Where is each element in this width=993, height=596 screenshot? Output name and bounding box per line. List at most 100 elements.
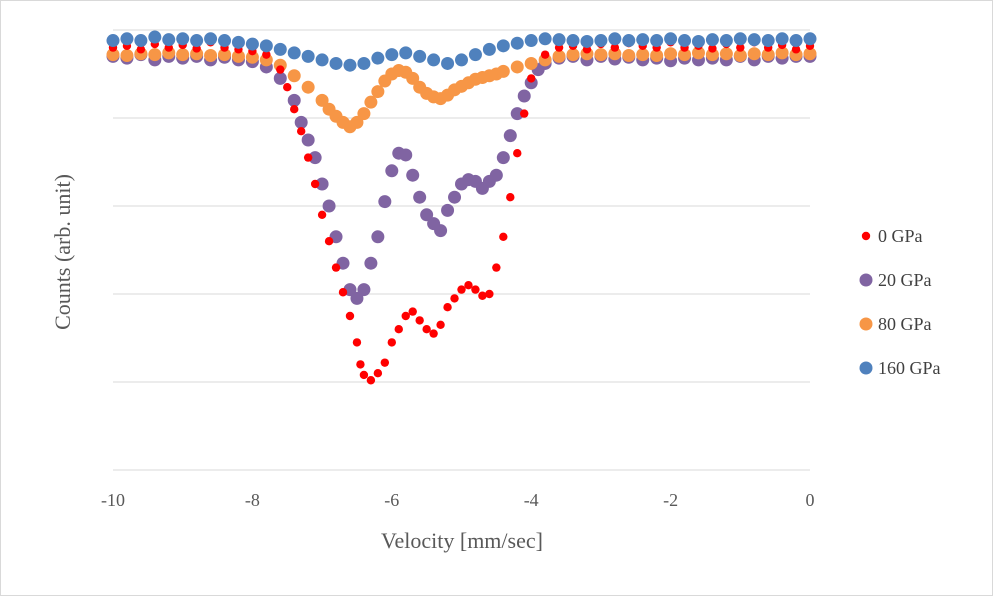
data-point bbox=[399, 46, 413, 60]
data-point bbox=[457, 285, 466, 294]
data-point bbox=[262, 50, 271, 59]
data-point bbox=[580, 34, 594, 48]
gridlines bbox=[113, 29, 810, 471]
data-point bbox=[350, 291, 364, 305]
data-point bbox=[371, 51, 385, 65]
data-point bbox=[468, 48, 482, 62]
data-point bbox=[422, 325, 431, 334]
data-point bbox=[283, 83, 292, 92]
data-point bbox=[538, 32, 552, 46]
data-point bbox=[552, 33, 566, 47]
data-point bbox=[357, 107, 371, 121]
data-point bbox=[406, 71, 420, 85]
data-point bbox=[413, 49, 427, 63]
data-point bbox=[338, 288, 348, 297]
data-point bbox=[359, 370, 369, 380]
data-point bbox=[429, 329, 438, 338]
data-point bbox=[747, 33, 761, 47]
data-point bbox=[301, 80, 315, 94]
data-point bbox=[650, 49, 664, 63]
data-point bbox=[420, 208, 434, 222]
data-point bbox=[775, 46, 789, 60]
data-point bbox=[492, 263, 501, 272]
data-point bbox=[276, 65, 285, 74]
data-point bbox=[387, 338, 396, 347]
data-point bbox=[520, 109, 529, 118]
data-point bbox=[803, 47, 817, 61]
data-point bbox=[455, 53, 468, 67]
data-point bbox=[287, 46, 301, 60]
x-axis-label: Velocity [mm/sec] bbox=[381, 528, 543, 553]
data-point bbox=[331, 263, 341, 272]
data-point bbox=[273, 42, 287, 56]
data-point bbox=[610, 43, 620, 52]
data-point bbox=[259, 39, 273, 53]
data-point bbox=[510, 36, 524, 50]
data-point bbox=[733, 49, 747, 63]
data-point bbox=[378, 195, 392, 209]
data-point bbox=[380, 358, 390, 367]
legend-label: 0 GPa bbox=[878, 226, 923, 246]
data-point bbox=[803, 32, 817, 46]
data-point bbox=[345, 311, 355, 321]
data-point bbox=[385, 48, 399, 62]
legend-marker bbox=[861, 231, 871, 241]
data-point bbox=[364, 95, 378, 109]
data-point bbox=[294, 115, 308, 129]
data-point bbox=[441, 203, 455, 217]
data-point bbox=[506, 193, 515, 202]
x-tick-label: -10 bbox=[101, 490, 125, 510]
data-point bbox=[496, 64, 510, 78]
data-point bbox=[482, 42, 496, 56]
data-point bbox=[190, 34, 204, 48]
data-point bbox=[204, 32, 218, 46]
data-point bbox=[608, 32, 622, 46]
data-point bbox=[413, 190, 427, 204]
data-point bbox=[245, 37, 259, 51]
data-point bbox=[513, 149, 522, 158]
data-point bbox=[691, 46, 705, 60]
legend-marker bbox=[859, 273, 873, 287]
data-point bbox=[503, 129, 517, 143]
data-point bbox=[705, 48, 719, 62]
data-point bbox=[148, 48, 162, 62]
data-point bbox=[273, 71, 287, 85]
data-point bbox=[761, 48, 775, 62]
data-point bbox=[290, 105, 299, 114]
data-point bbox=[664, 32, 678, 46]
data-point bbox=[303, 153, 313, 162]
data-point bbox=[594, 34, 608, 48]
data-point bbox=[719, 47, 733, 61]
data-point bbox=[296, 127, 306, 136]
data-point bbox=[761, 34, 775, 48]
data-point bbox=[622, 49, 636, 63]
data-point bbox=[499, 232, 508, 241]
data-point bbox=[315, 53, 329, 67]
data-point bbox=[373, 369, 383, 378]
legend-marker bbox=[859, 317, 873, 331]
data-point bbox=[448, 190, 462, 204]
legend-label: 80 GPa bbox=[878, 314, 932, 334]
data-point bbox=[464, 281, 473, 290]
legend-label: 20 GPa bbox=[878, 270, 932, 290]
legend: 0 GPa 20 GPa 80 GPa 160 GPa bbox=[859, 226, 941, 378]
x-tick-label: -4 bbox=[524, 490, 539, 510]
data-point bbox=[791, 45, 801, 54]
data-point bbox=[148, 30, 162, 44]
data-point bbox=[371, 85, 385, 99]
data-point bbox=[510, 60, 524, 74]
data-point bbox=[524, 34, 538, 48]
data-point bbox=[719, 34, 733, 48]
data-point bbox=[527, 74, 536, 83]
data-point bbox=[364, 256, 378, 270]
data-point bbox=[678, 48, 692, 62]
data-point bbox=[450, 294, 459, 303]
data-point bbox=[747, 47, 761, 61]
data-point bbox=[775, 32, 789, 46]
data-point bbox=[350, 115, 364, 129]
data-point bbox=[650, 34, 664, 48]
data-point bbox=[315, 93, 329, 107]
data-point bbox=[664, 47, 678, 61]
data-point bbox=[705, 33, 719, 47]
data-point bbox=[636, 33, 650, 47]
